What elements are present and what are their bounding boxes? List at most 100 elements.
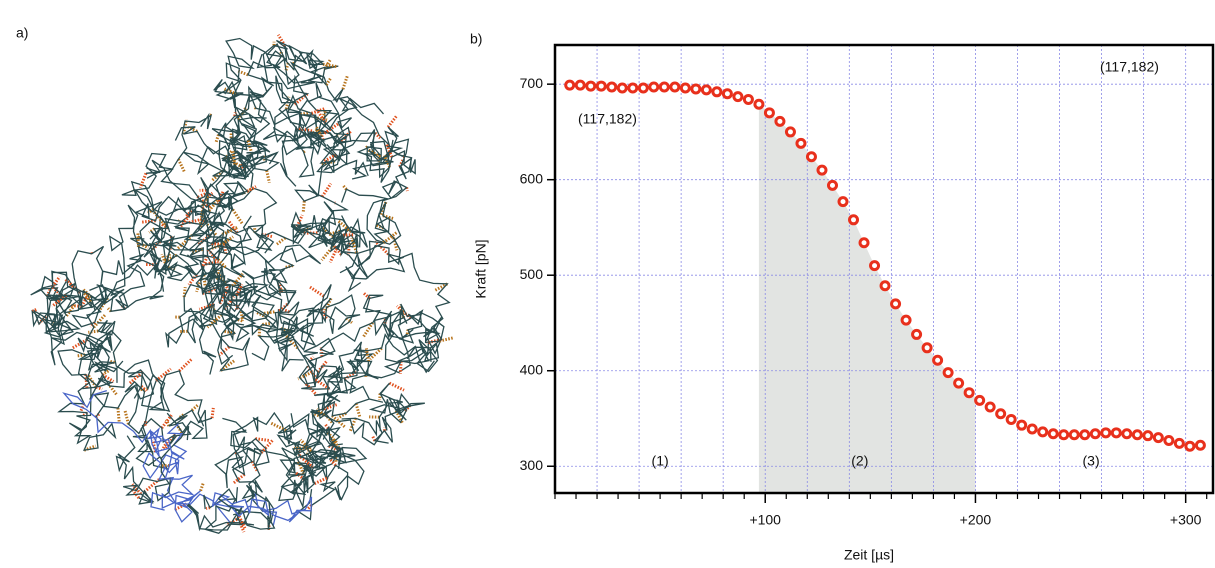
hbond [176, 234, 194, 250]
hbond [294, 471, 306, 481]
data-point [1037, 426, 1049, 438]
hbond [350, 237, 359, 254]
hbond [323, 403, 338, 411]
bond-chain [110, 214, 170, 313]
data-point [574, 79, 586, 91]
hbond [83, 444, 97, 452]
data-point [627, 82, 639, 94]
hbond [386, 115, 398, 129]
bond-chain [173, 182, 240, 317]
bond-chain [247, 43, 327, 92]
x-tick-label: +100 [749, 512, 781, 528]
hbond [330, 437, 342, 452]
data-point [1110, 427, 1122, 439]
hbond [164, 419, 171, 427]
hbond [311, 411, 320, 418]
bond-chain [310, 333, 435, 446]
hbond [374, 240, 390, 256]
bond-chain [278, 447, 342, 509]
bond-chain [130, 159, 249, 247]
hbond [382, 214, 395, 221]
hbond [155, 367, 172, 382]
bond-chain [345, 252, 451, 362]
shaded-region [758, 104, 976, 493]
data-point [900, 314, 912, 326]
data-point [942, 367, 954, 379]
bond-chain [297, 421, 365, 521]
hbond [51, 275, 61, 288]
data-point [1100, 427, 1112, 439]
bond-chain [213, 37, 273, 109]
hbond [198, 303, 215, 311]
hbond [231, 150, 237, 165]
hbond [210, 407, 215, 419]
hbond [297, 461, 305, 474]
data-point [648, 81, 660, 93]
hbond [276, 236, 287, 246]
region-label: (2) [851, 453, 868, 469]
hbond [398, 361, 403, 374]
bond-chain [90, 163, 248, 312]
data-point [700, 84, 712, 96]
bond-chain [251, 309, 336, 389]
data-point [690, 83, 702, 95]
data-point [1142, 430, 1154, 442]
hbond [138, 172, 148, 189]
hbond [76, 353, 86, 358]
hbond [136, 232, 140, 247]
hbond [202, 274, 207, 288]
hbond [88, 329, 99, 334]
hbond [374, 131, 382, 140]
hbond [116, 407, 121, 423]
bond-chain [211, 85, 273, 188]
hbond [227, 220, 239, 234]
bond-chain [301, 339, 439, 397]
hbond [280, 327, 293, 333]
hbond [218, 289, 229, 305]
data-point [974, 394, 986, 406]
data-point [1005, 413, 1017, 425]
hbond [214, 134, 220, 144]
hbond [328, 247, 339, 263]
data-point [932, 354, 944, 366]
hbond [354, 403, 362, 418]
data-point [1089, 428, 1101, 440]
hbond [324, 413, 335, 425]
bond-chain [373, 303, 431, 374]
bond-chain [174, 126, 265, 204]
data-point [606, 81, 618, 93]
hbond [345, 317, 353, 324]
hbond [283, 333, 299, 350]
data-point [585, 80, 597, 92]
data-point [805, 151, 817, 163]
hbond [178, 357, 194, 372]
hbond [128, 371, 144, 385]
hbond [123, 410, 130, 425]
hbond [51, 285, 64, 298]
hbond [142, 243, 149, 250]
hbond [217, 258, 227, 269]
hbond [348, 417, 357, 433]
hbond [219, 235, 234, 247]
hbond [101, 368, 111, 376]
hbond [341, 75, 349, 90]
data-point [963, 387, 975, 399]
y-tick-label: 300 [520, 457, 544, 473]
hbond [141, 219, 156, 224]
hbond [394, 409, 405, 425]
bond-chain [316, 132, 416, 183]
hbond [382, 154, 392, 168]
hbond [323, 422, 330, 430]
data-point [837, 196, 849, 208]
hbond [187, 273, 198, 286]
hbond [188, 217, 202, 225]
hbond [299, 438, 313, 453]
hbond [367, 148, 382, 159]
hbond [216, 190, 225, 205]
hbond [162, 253, 178, 264]
data-point [826, 179, 838, 191]
data-point [1163, 434, 1175, 446]
data-point [816, 164, 828, 176]
data-point [721, 88, 733, 100]
